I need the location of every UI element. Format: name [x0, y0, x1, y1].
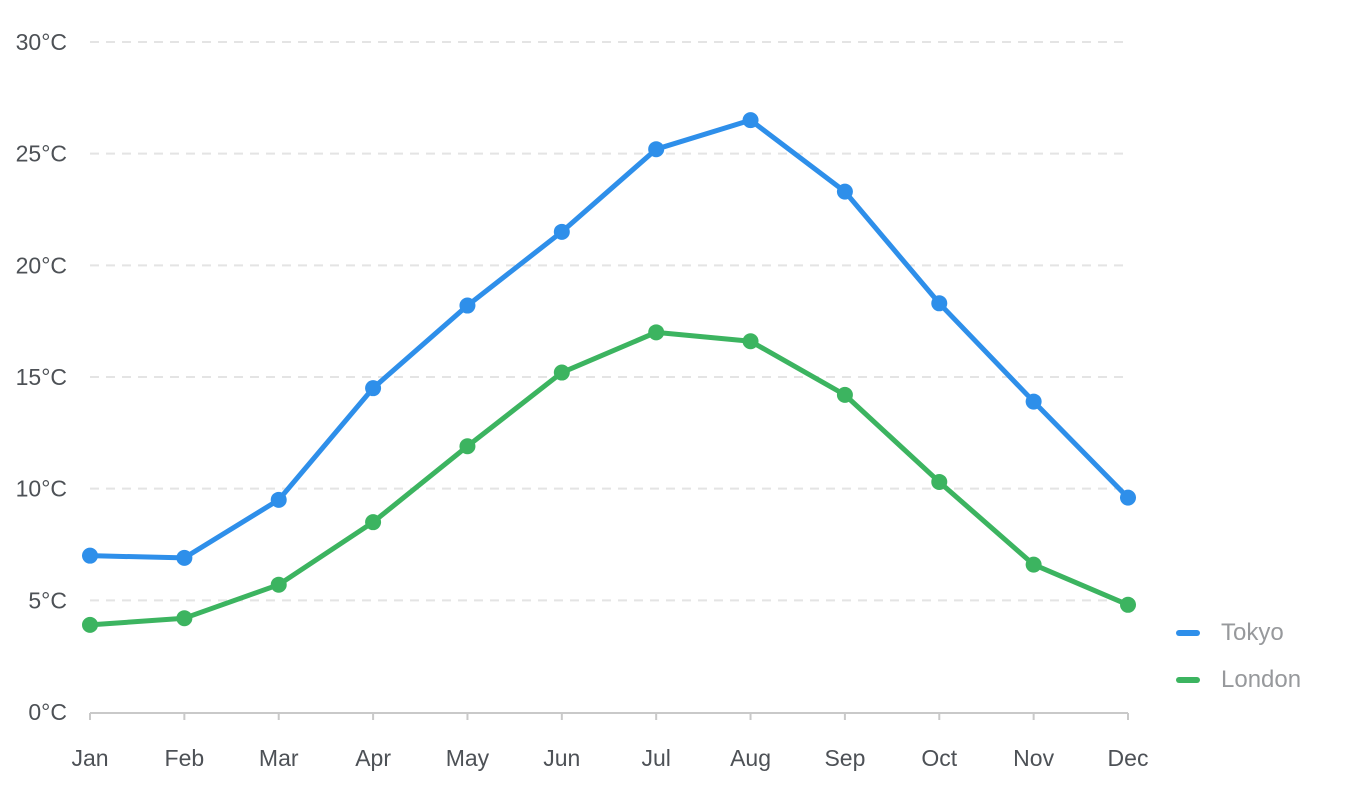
london-point-feb[interactable]	[176, 610, 193, 627]
x-axis-label-jun: Jun	[543, 745, 580, 771]
y-axis-label-25: 25°C	[16, 141, 67, 167]
x-axis-label-aug: Aug	[730, 745, 771, 771]
x-axis-label-jul: Jul	[641, 745, 670, 771]
y-axis-label-15: 15°C	[16, 364, 67, 390]
tokyo-point-nov[interactable]	[1025, 393, 1042, 410]
y-axis-label-0: 0°C	[28, 699, 67, 725]
tokyo-line	[87, 117, 1131, 561]
tokyo-point-jan[interactable]	[82, 547, 98, 564]
x-axis-label-mar: Mar	[259, 745, 299, 771]
chart-legend: Tokyo London	[1176, 616, 1301, 696]
legend-label-london: London	[1221, 665, 1302, 693]
tokyo-point-jun[interactable]	[553, 223, 570, 240]
tokyo-point-oct[interactable]	[931, 295, 948, 312]
x-axis-label-feb: Feb	[165, 745, 205, 771]
y-axis-label-5: 5°C	[28, 587, 67, 613]
tokyo-point-feb[interactable]	[176, 549, 193, 566]
x-axis-label-nov: Nov	[1013, 745, 1054, 771]
x-axis-label-may: May	[446, 745, 490, 771]
legend-item-london[interactable]: London	[1176, 663, 1301, 696]
tokyo-point-jul[interactable]	[648, 141, 665, 158]
london-line	[87, 329, 1131, 628]
london-point-sep[interactable]	[836, 386, 853, 403]
x-axis-label-apr: Apr	[355, 745, 391, 771]
london-point-apr[interactable]	[365, 514, 382, 531]
y-axis-label-10: 10°C	[16, 476, 67, 502]
x-axis-label-jan: Jan	[71, 745, 108, 771]
london-point-mar[interactable]	[270, 576, 287, 593]
legend-marker-tokyo	[1176, 629, 1200, 636]
y-axis-label-30: 30°C	[16, 29, 67, 55]
london-point-aug[interactable]	[742, 333, 759, 350]
london-point-may[interactable]	[459, 438, 476, 455]
london-point-jun[interactable]	[553, 364, 570, 381]
x-axis-label-sep: Sep	[824, 745, 865, 771]
tokyo-point-aug[interactable]	[742, 112, 759, 129]
legend-item-tokyo[interactable]: Tokyo	[1176, 616, 1301, 649]
x-axis-label-dec: Dec	[1108, 745, 1149, 771]
london-point-nov[interactable]	[1025, 556, 1042, 573]
tokyo-point-dec[interactable]	[1120, 489, 1136, 506]
tokyo-point-may[interactable]	[459, 297, 476, 314]
x-axis-label-oct: Oct	[921, 745, 957, 771]
london-point-jul[interactable]	[648, 324, 665, 341]
tokyo-point-mar[interactable]	[270, 491, 287, 508]
tokyo-point-sep[interactable]	[836, 183, 853, 200]
london-point-dec[interactable]	[1120, 596, 1136, 613]
london-point-jan[interactable]	[82, 616, 98, 633]
legend-label-tokyo: Tokyo	[1221, 618, 1284, 646]
y-axis-label-20: 20°C	[16, 252, 67, 278]
tokyo-point-apr[interactable]	[365, 380, 382, 397]
legend-marker-london	[1176, 676, 1200, 683]
london-point-oct[interactable]	[931, 473, 948, 490]
